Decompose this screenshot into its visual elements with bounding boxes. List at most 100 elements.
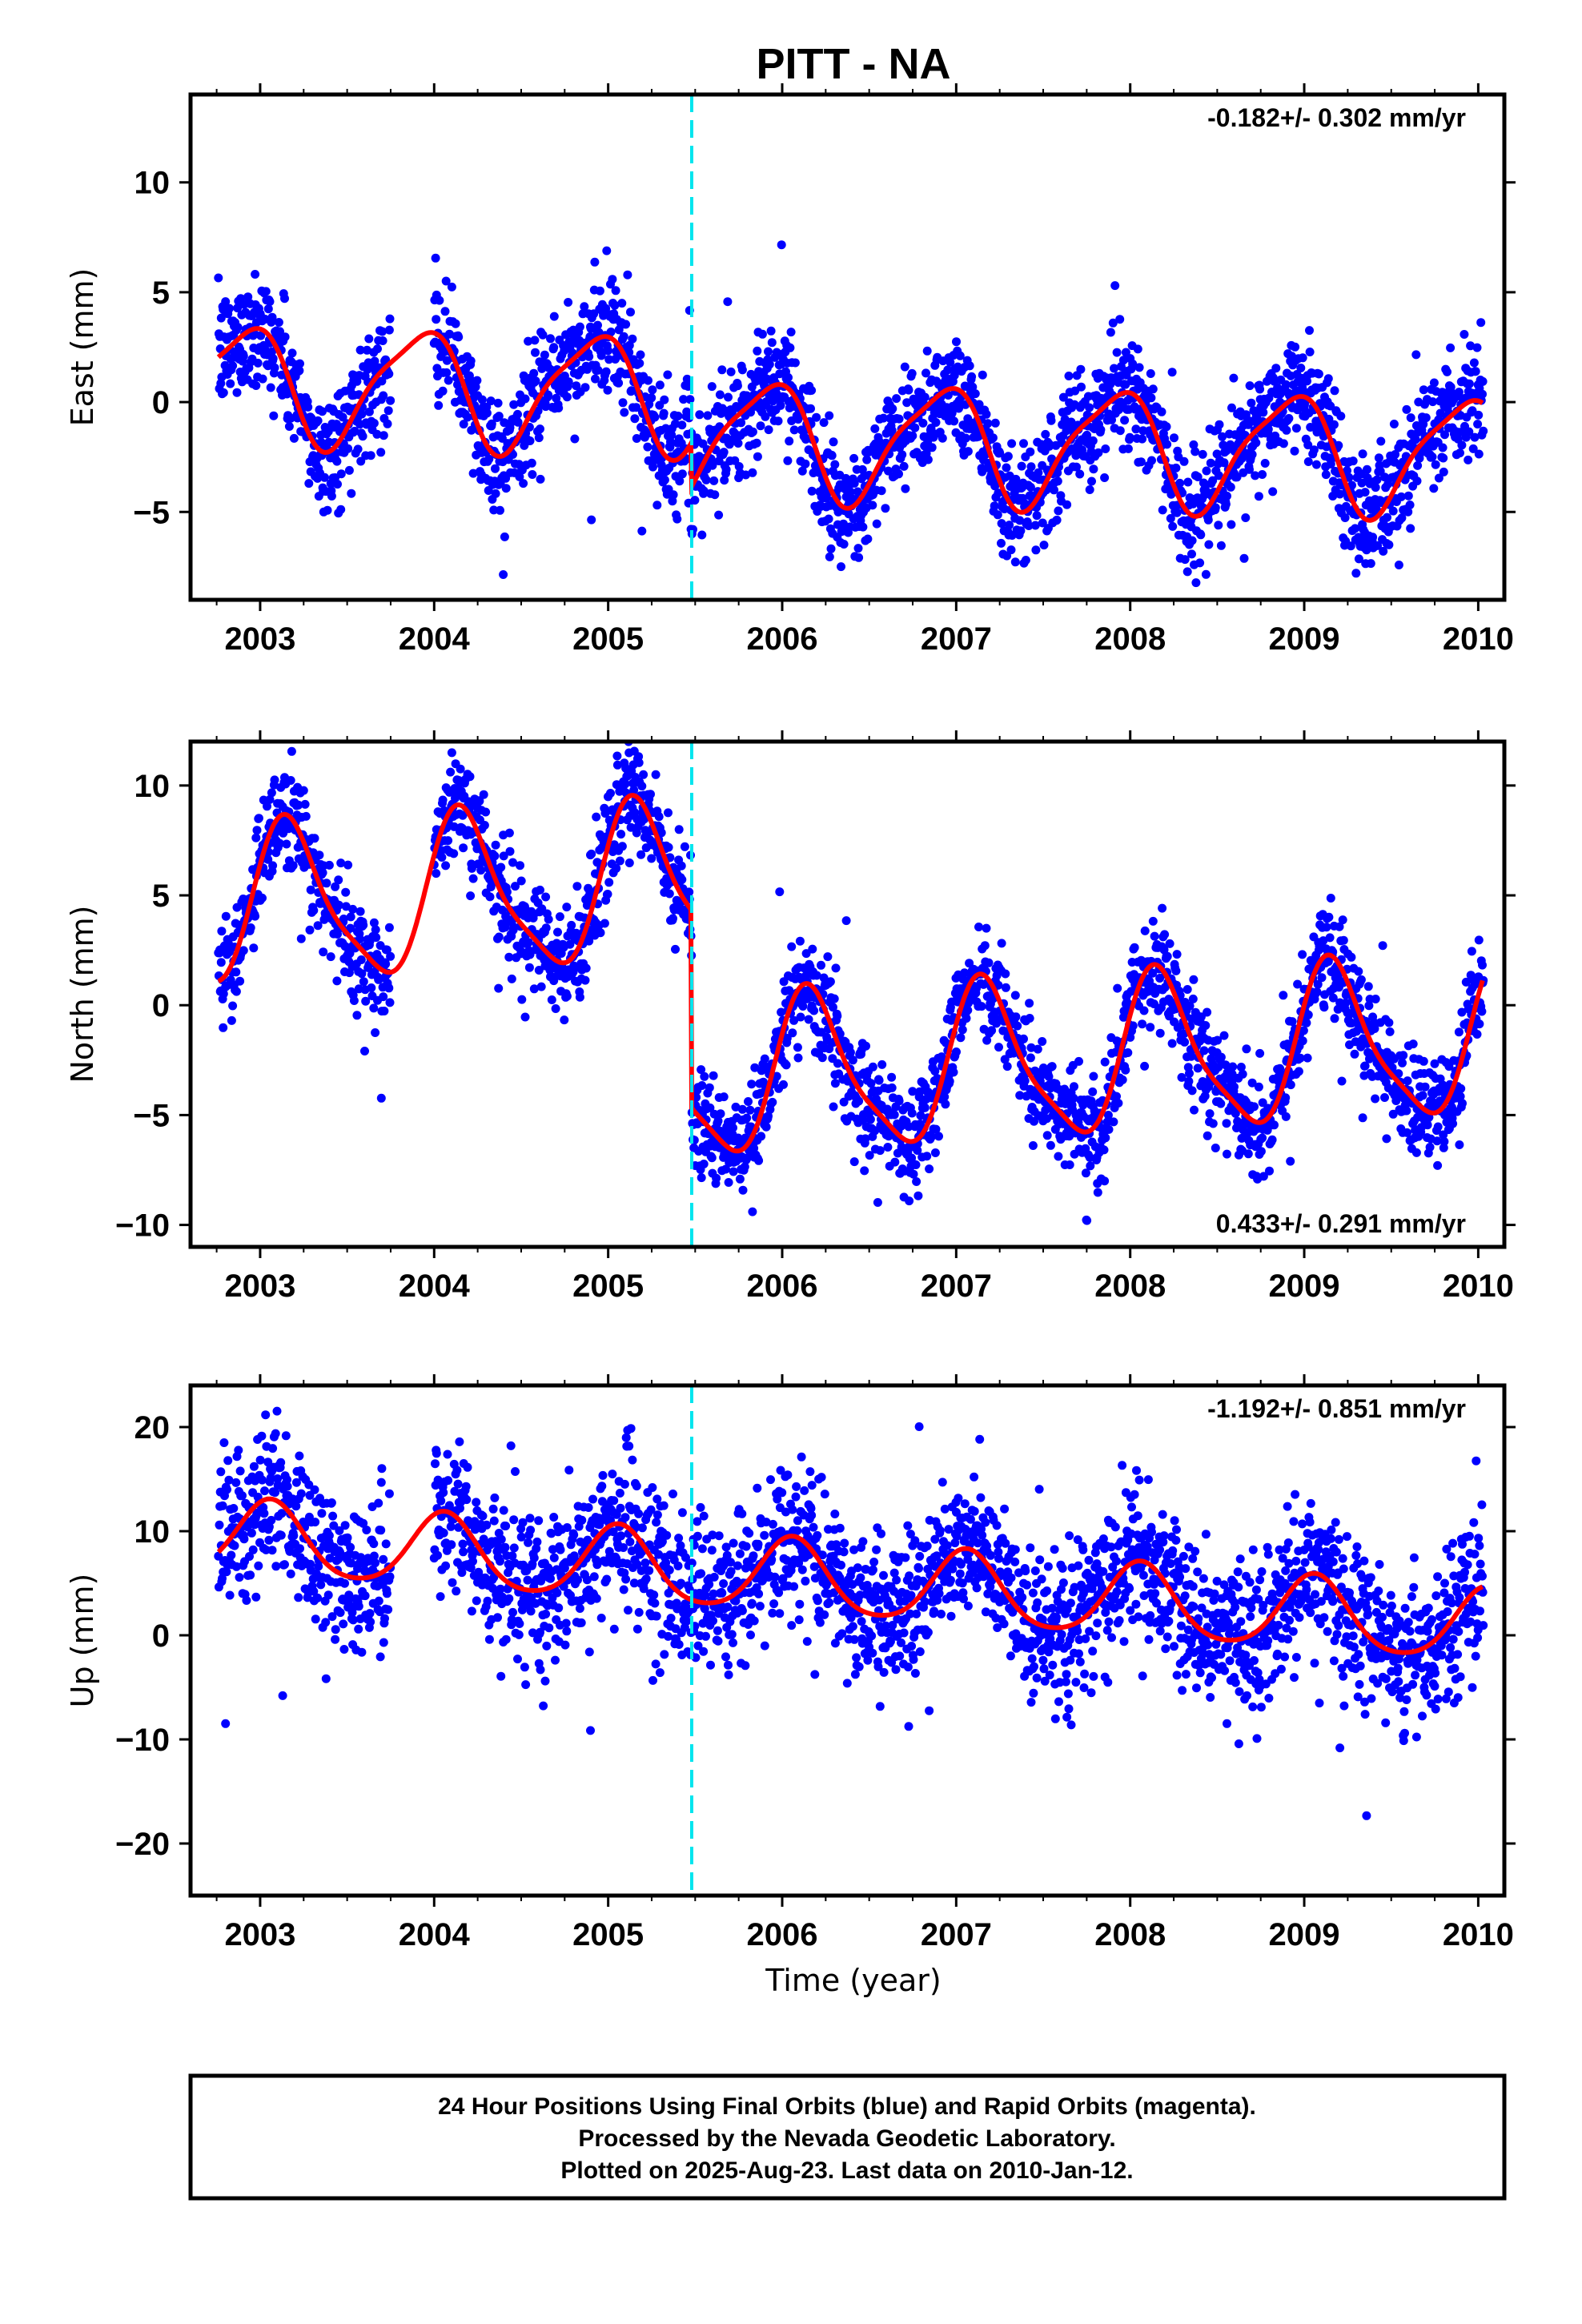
north-data-point [620, 779, 630, 789]
north-data-point [541, 892, 551, 902]
east-data-point [1175, 478, 1185, 488]
east-data-point [496, 505, 504, 515]
east-data-point [1336, 412, 1346, 421]
east-data-point [513, 409, 522, 419]
east-data-point [486, 396, 496, 406]
north-data-point [318, 868, 327, 878]
north-data-point [367, 983, 376, 992]
east-data-point [484, 454, 494, 464]
east-data-point [347, 489, 356, 498]
north-data-point [544, 915, 553, 924]
east-data-point [1406, 524, 1415, 533]
east-data-point [500, 418, 509, 428]
north-data-point [355, 907, 365, 916]
east-data-point [534, 433, 544, 443]
east-data-point [596, 351, 606, 360]
east-data-point [627, 386, 636, 396]
east-data-point [1107, 415, 1116, 424]
north-data-point [705, 1103, 715, 1112]
east-data-point [1183, 477, 1193, 487]
east-data-point [1026, 447, 1035, 456]
east-data-point [872, 519, 881, 529]
north-data-point [1219, 1031, 1229, 1040]
east-data-point [1066, 417, 1076, 427]
north-data-point [779, 1080, 788, 1089]
east-data-point [544, 390, 553, 400]
east-data-point [1438, 443, 1447, 452]
north-data-point [1312, 987, 1322, 997]
north-data-point [553, 927, 562, 937]
north-data-point [219, 989, 228, 999]
north-data-point [1228, 1062, 1238, 1072]
north-data-point [1243, 1149, 1253, 1159]
east-data-point [1478, 389, 1487, 399]
north-data-point [263, 802, 271, 811]
east-data-point [1464, 427, 1474, 436]
north-data-point [1250, 1102, 1259, 1112]
north-data-point [467, 863, 476, 873]
east-data-point [839, 519, 848, 529]
north-data-point [612, 863, 621, 873]
north-data-point [731, 1102, 741, 1112]
east-data-point [967, 372, 977, 381]
east-data-point [1427, 452, 1437, 461]
north-data-point [1341, 999, 1351, 1007]
east-data-point [661, 424, 671, 433]
east-data-point [1474, 410, 1484, 420]
east-data-point [1464, 455, 1473, 464]
north-data-point [795, 936, 805, 946]
east-data-point [258, 374, 267, 384]
east-data-point [659, 408, 669, 418]
north-data-point [508, 858, 517, 867]
east-data-point [776, 400, 785, 410]
east-data-point [1002, 463, 1011, 472]
north-data-point [547, 995, 556, 1004]
north-data-point [665, 889, 674, 899]
east-data-point [1446, 343, 1456, 352]
east-data-point [1281, 380, 1291, 389]
east-data-point [554, 404, 564, 412]
east-data-point [748, 468, 757, 477]
north-data-point [709, 1109, 719, 1119]
east-data-point [233, 304, 243, 313]
east-data-point [1187, 549, 1196, 559]
north-data-point [849, 1157, 859, 1167]
north-data-point [833, 1059, 842, 1068]
east-model-curve [216, 326, 1484, 523]
north-data-point [379, 992, 388, 1002]
east-data-point [431, 253, 440, 263]
east-data-point [1334, 440, 1343, 450]
east-data-point [1298, 353, 1307, 363]
east-data-point [333, 480, 342, 489]
north-data-point [1114, 1099, 1123, 1108]
east-data-point [854, 553, 864, 562]
east-data-point [601, 367, 611, 376]
north-data-point [1140, 926, 1150, 935]
north-data-point [603, 890, 612, 899]
north-data-point [945, 1076, 954, 1086]
north-data-point [740, 1162, 749, 1172]
east-data-point [624, 348, 634, 357]
east-data-point [970, 389, 980, 399]
east-data-point [1279, 439, 1288, 448]
east-data-point [1082, 430, 1092, 440]
east-data-point [695, 410, 705, 420]
north-data-point [507, 974, 516, 983]
east-data-point [619, 332, 628, 341]
north-data-point [1093, 1188, 1102, 1197]
north-data-point [1370, 1024, 1379, 1033]
north-data-point [977, 1002, 986, 1011]
north-data-point [1255, 1048, 1265, 1058]
east-data-point [648, 385, 657, 395]
north-data-point [332, 976, 342, 986]
east-x-tick-label: 2006 [747, 621, 818, 657]
north-data-point [356, 955, 366, 964]
north-data-point [343, 860, 353, 870]
east-data-point [482, 408, 492, 418]
north-data-point [1188, 994, 1198, 1003]
north-data-point [352, 1011, 362, 1020]
east-data-point [790, 358, 800, 368]
east-data-point [1223, 491, 1231, 501]
north-data-point [475, 796, 484, 806]
